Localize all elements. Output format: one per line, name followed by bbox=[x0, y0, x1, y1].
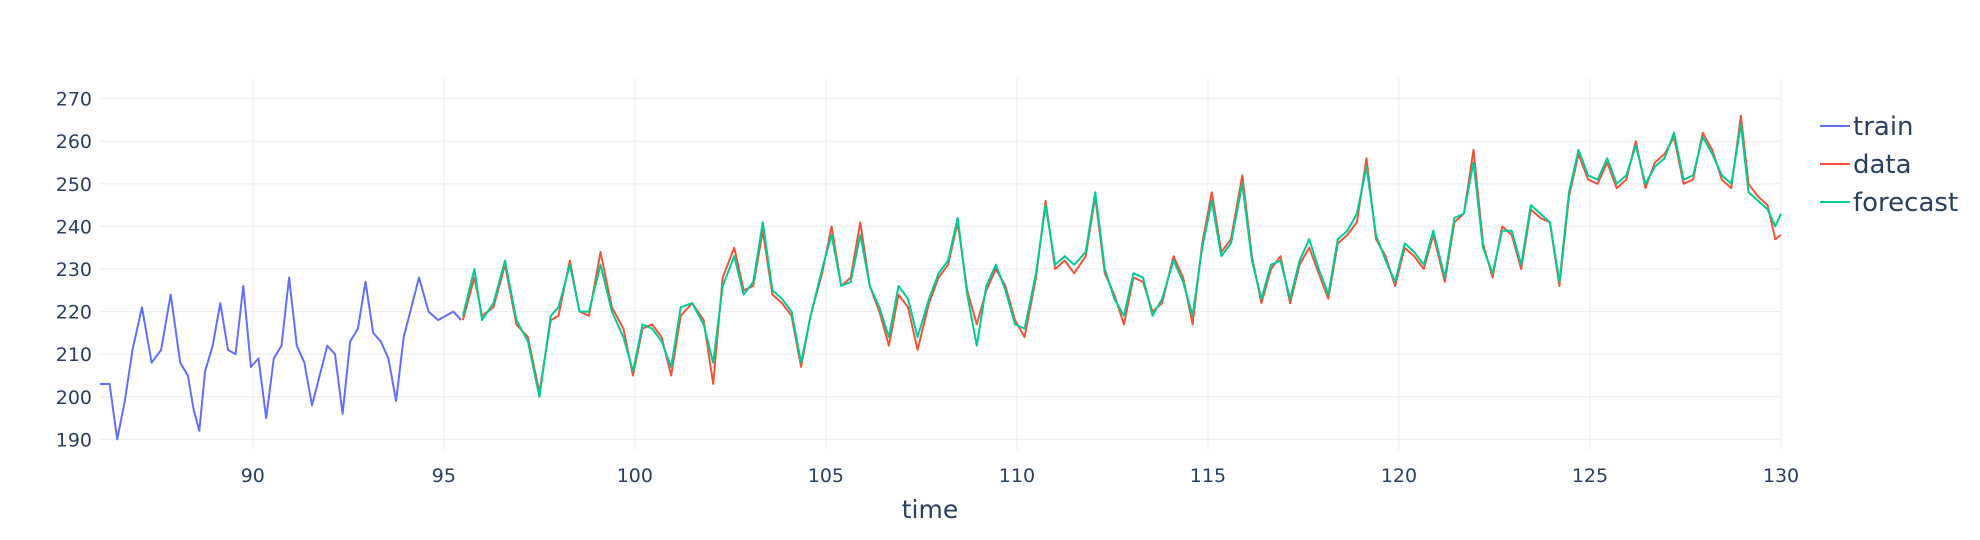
x-tick-label: 95 bbox=[432, 465, 456, 487]
legend-item-train[interactable]: train bbox=[1820, 112, 1914, 142]
legend-label: forecast bbox=[1853, 188, 1958, 218]
y-tick-label: 200 bbox=[56, 387, 92, 409]
grid bbox=[100, 78, 1782, 450]
y-tick-label: 240 bbox=[56, 216, 92, 238]
x-tick-label: 105 bbox=[808, 465, 844, 487]
legend-item-forecast[interactable]: forecast bbox=[1820, 188, 1958, 218]
y-tick-label: 190 bbox=[56, 429, 92, 451]
x-tick-label: 110 bbox=[999, 465, 1035, 487]
x-tick-label: 120 bbox=[1381, 465, 1417, 487]
y-tick-label: 270 bbox=[56, 89, 92, 111]
legend-label: train bbox=[1853, 112, 1914, 142]
series-line-forecast bbox=[461, 123, 1782, 398]
series-line-data bbox=[461, 114, 1782, 394]
legend-item-data[interactable]: data bbox=[1820, 150, 1912, 180]
y-tick-label: 210 bbox=[56, 344, 92, 366]
x-tick-label: 100 bbox=[617, 465, 653, 487]
legend[interactable]: train data forecast bbox=[1820, 112, 1958, 218]
x-axis-ticks: 90 95 100 105 110 115 120 125 130 bbox=[241, 465, 1799, 487]
x-axis-title: time bbox=[902, 495, 958, 524]
series-lines bbox=[100, 114, 1782, 441]
y-tick-label: 250 bbox=[56, 174, 92, 196]
y-tick-label: 220 bbox=[56, 302, 92, 324]
legend-label: data bbox=[1853, 150, 1912, 180]
series-line-train bbox=[100, 276, 462, 441]
x-tick-label: 130 bbox=[1763, 465, 1799, 487]
y-tick-label: 230 bbox=[56, 259, 92, 281]
y-tick-label: 260 bbox=[56, 131, 92, 153]
x-tick-label: 115 bbox=[1190, 465, 1226, 487]
y-axis-ticks: 190 200 210 220 230 240 250 260 270 bbox=[56, 89, 92, 452]
x-tick-label: 125 bbox=[1572, 465, 1608, 487]
x-tick-label: 90 bbox=[241, 465, 265, 487]
